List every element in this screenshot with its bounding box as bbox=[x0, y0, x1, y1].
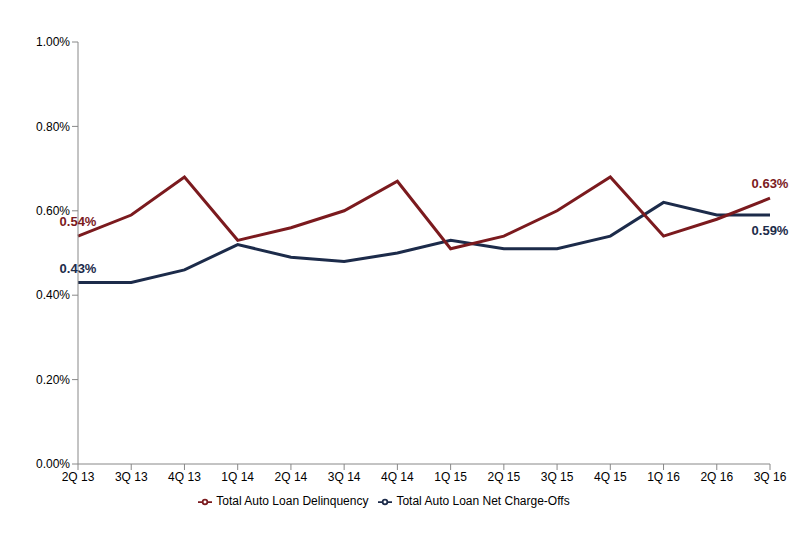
svg-text:0.00%: 0.00% bbox=[36, 457, 70, 471]
svg-text:0.59%: 0.59% bbox=[752, 223, 789, 238]
svg-text:0.40%: 0.40% bbox=[36, 288, 70, 302]
html-text:Total Auto Loan Net Charge-Off: Total Auto Loan Net Charge-Offs bbox=[396, 494, 570, 508]
svg-text:0.60%: 0.60% bbox=[36, 204, 70, 219]
svg-text:0.63%: 0.63% bbox=[752, 176, 789, 191]
svg-text:0.80%: 0.80% bbox=[36, 120, 70, 134]
svg-text:4Q 13: 4Q 13 bbox=[168, 470, 201, 484]
svg-text:0.20%: 0.20% bbox=[36, 373, 70, 387]
svg-text:1Q 16: 1Q 16 bbox=[647, 470, 680, 484]
html-text:Total Auto Loan Delinquency: Total Auto Loan Delinquency bbox=[216, 494, 369, 508]
svg-text:1Q 15: 1Q 15 bbox=[434, 470, 467, 484]
svg-text:1Q 14: 1Q 14 bbox=[221, 470, 254, 484]
svg-text:1.00%: 1.00% bbox=[36, 35, 70, 49]
svg-text:0.43%: 0.43% bbox=[60, 261, 97, 276]
svg-text:4Q 14: 4Q 14 bbox=[381, 470, 414, 484]
svg-text:0.54%: 0.54% bbox=[60, 214, 97, 229]
svg-text:2Q 15: 2Q 15 bbox=[487, 470, 520, 484]
svg-text:2Q 16: 2Q 16 bbox=[700, 470, 733, 484]
svg-text:2Q 14: 2Q 14 bbox=[275, 470, 308, 484]
svg-text:3Q 16: 3Q 16 bbox=[754, 470, 787, 484]
svg-text:3Q 13: 3Q 13 bbox=[115, 470, 148, 484]
svg-text:3Q 15: 3Q 15 bbox=[541, 470, 574, 484]
svg-text:4Q 15: 4Q 15 bbox=[594, 470, 627, 484]
svg-text:3Q 14: 3Q 14 bbox=[328, 470, 361, 484]
svg-text:2Q 13: 2Q 13 bbox=[62, 470, 95, 484]
